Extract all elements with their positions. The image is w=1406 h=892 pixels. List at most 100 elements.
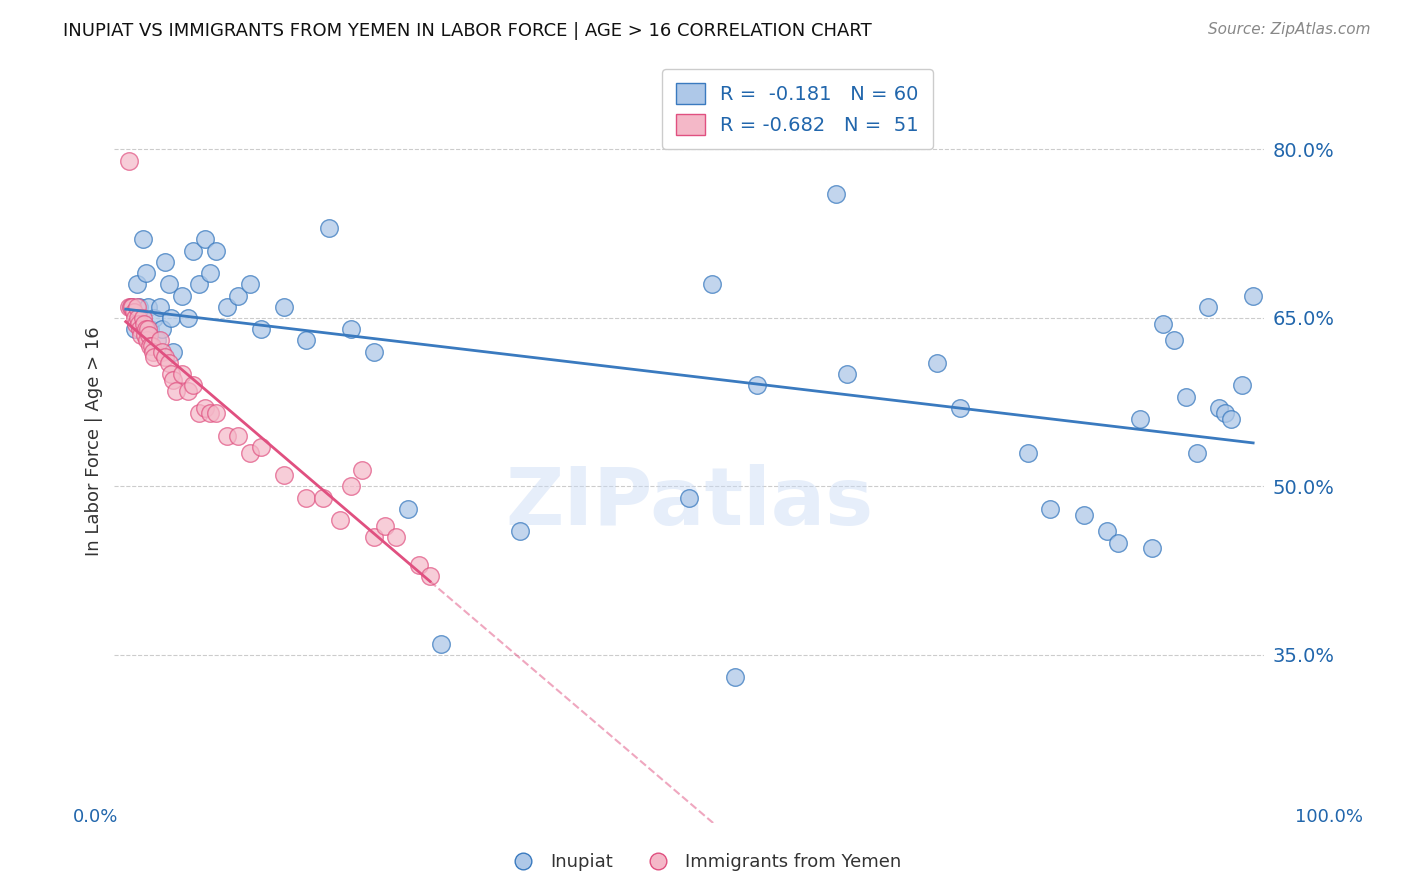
Point — [295, 334, 318, 348]
Point — [678, 491, 700, 505]
Point — [146, 334, 169, 348]
Point — [1073, 508, 1095, 522]
Point — [150, 322, 173, 336]
Text: 100.0%: 100.0% — [1295, 808, 1362, 826]
Point — [273, 468, 295, 483]
Point — [128, 317, 150, 331]
Point — [183, 378, 205, 392]
Point — [183, 244, 205, 258]
Point — [250, 322, 273, 336]
Point — [188, 407, 211, 421]
Point — [121, 300, 143, 314]
Point — [170, 288, 193, 302]
Y-axis label: In Labor Force | Age > 16: In Labor Force | Age > 16 — [86, 326, 103, 557]
Point — [1219, 412, 1241, 426]
Point — [136, 300, 159, 314]
Point — [312, 491, 335, 505]
Point — [136, 322, 159, 336]
Point — [148, 300, 170, 314]
Point — [1039, 502, 1062, 516]
Point — [132, 317, 155, 331]
Point — [363, 344, 385, 359]
Point — [1163, 334, 1185, 348]
Point — [239, 277, 262, 292]
Point — [135, 322, 157, 336]
Point — [142, 344, 165, 359]
Point — [1129, 412, 1152, 426]
Point — [825, 187, 848, 202]
Point — [1017, 446, 1039, 460]
Point — [148, 334, 170, 348]
Point — [162, 373, 184, 387]
Point — [194, 232, 217, 246]
Text: Source: ZipAtlas.com: Source: ZipAtlas.com — [1208, 22, 1371, 37]
Point — [1140, 541, 1163, 556]
Point — [949, 401, 972, 415]
Point — [125, 317, 148, 331]
Point — [723, 670, 745, 684]
Point — [1185, 446, 1208, 460]
Point — [127, 310, 149, 325]
Point — [700, 277, 723, 292]
Point — [374, 518, 396, 533]
Point — [136, 334, 159, 348]
Point — [150, 344, 173, 359]
Legend: R =  -0.181   N = 60, R = -0.682   N =  51: R = -0.181 N = 60, R = -0.682 N = 51 — [662, 70, 932, 149]
Point — [142, 310, 165, 325]
Point — [745, 378, 768, 392]
Text: 0.0%: 0.0% — [73, 808, 118, 826]
Text: ZIPatlas: ZIPatlas — [505, 464, 873, 541]
Point — [131, 232, 153, 246]
Text: INUPIAT VS IMMIGRANTS FROM YEMEN IN LABOR FORCE | AGE > 16 CORRELATION CHART: INUPIAT VS IMMIGRANTS FROM YEMEN IN LABO… — [63, 22, 872, 40]
Point — [153, 351, 176, 365]
Point — [1213, 407, 1236, 421]
Point — [139, 322, 162, 336]
Point — [170, 367, 193, 381]
Point — [352, 462, 374, 476]
Point — [250, 440, 273, 454]
Point — [139, 339, 162, 353]
Point — [188, 277, 211, 292]
Point — [157, 277, 180, 292]
Point — [205, 407, 228, 421]
Point — [205, 244, 228, 258]
Point — [228, 288, 250, 302]
Point — [1095, 524, 1118, 539]
Point — [1241, 288, 1264, 302]
Point — [159, 310, 181, 325]
Point — [159, 367, 181, 381]
Point — [1152, 317, 1174, 331]
Point — [176, 310, 198, 325]
Point — [363, 530, 385, 544]
Point — [340, 322, 363, 336]
Point — [430, 637, 453, 651]
Point — [118, 300, 141, 314]
Point — [509, 524, 531, 539]
Point — [125, 300, 148, 314]
Point — [118, 153, 141, 168]
Legend: Inupiat, Immigrants from Yemen: Inupiat, Immigrants from Yemen — [498, 847, 908, 879]
Point — [131, 327, 153, 342]
Point — [396, 502, 419, 516]
Point — [385, 530, 408, 544]
Point — [157, 356, 180, 370]
Point — [194, 401, 217, 415]
Point — [165, 384, 187, 398]
Point — [122, 305, 145, 319]
Point — [228, 429, 250, 443]
Point — [200, 407, 222, 421]
Point — [1208, 401, 1230, 415]
Point — [176, 384, 198, 398]
Point — [239, 446, 262, 460]
Point — [217, 300, 239, 314]
Point — [217, 429, 239, 443]
Point — [295, 491, 318, 505]
Point — [124, 322, 146, 336]
Point — [162, 344, 184, 359]
Point — [837, 367, 859, 381]
Point — [134, 327, 156, 342]
Point — [135, 266, 157, 280]
Point — [318, 221, 340, 235]
Point — [129, 322, 152, 336]
Point — [128, 300, 150, 314]
